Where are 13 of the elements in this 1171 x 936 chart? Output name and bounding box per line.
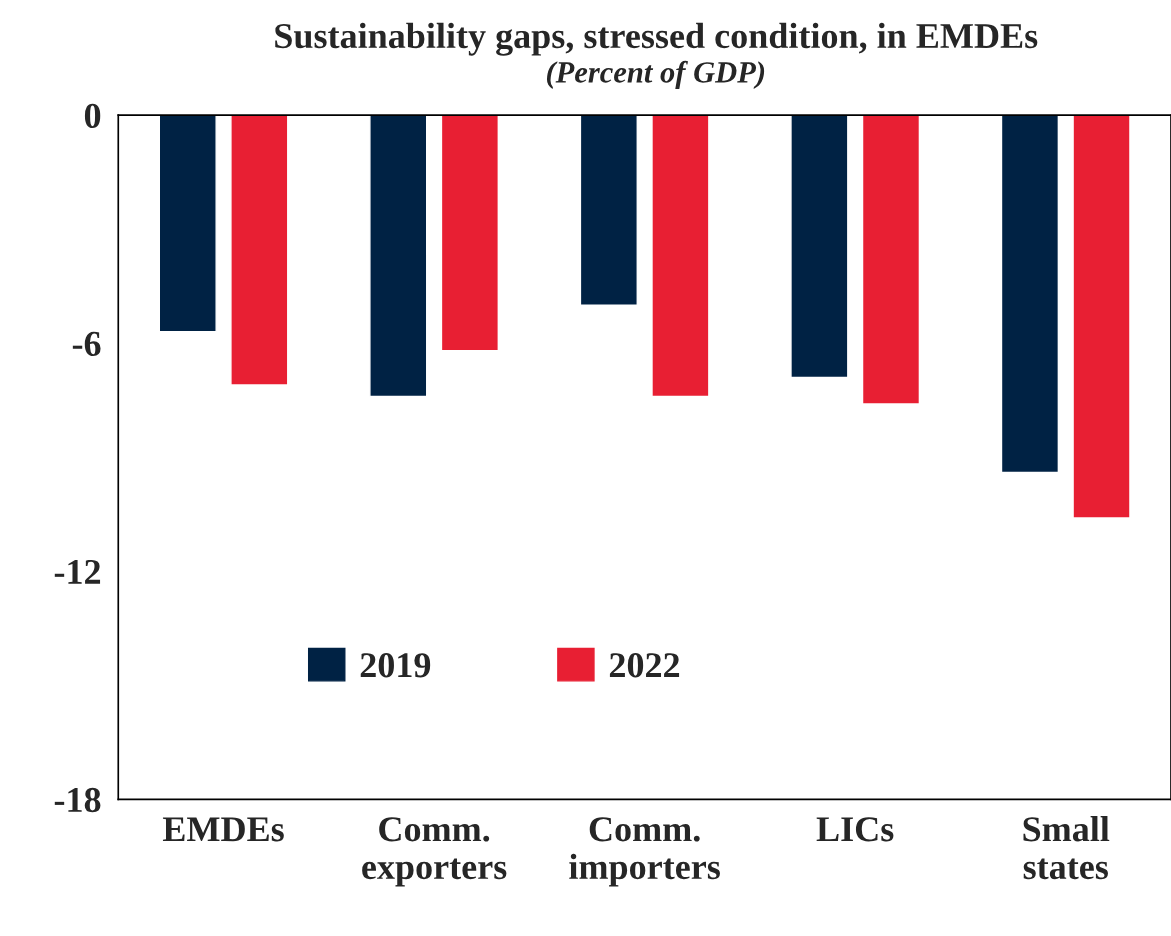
- chart-title: Sustainability gaps, stressed condition, in EMDEs: [275, 22, 1038, 56]
- x-tick-label: Comm. exporters: [362, 817, 507, 887]
- y-tick-label: 0: [84, 103, 101, 129]
- legend-label: 2019: [360, 653, 431, 678]
- x-tick-label: LICs: [816, 817, 894, 842]
- y-tick-label: -18: [54, 787, 101, 813]
- y-tick-label: -12: [54, 559, 101, 584]
- x-tick-label: Comm. importers: [569, 817, 720, 887]
- chart-subtitle: (Percent of GDP): [546, 60, 765, 89]
- x-tick-label: EMDEs: [162, 817, 284, 842]
- y-tick-label: -6: [72, 331, 101, 357]
- x-tick-label: Small states: [1023, 816, 1110, 880]
- legend-label: 2022: [609, 653, 680, 678]
